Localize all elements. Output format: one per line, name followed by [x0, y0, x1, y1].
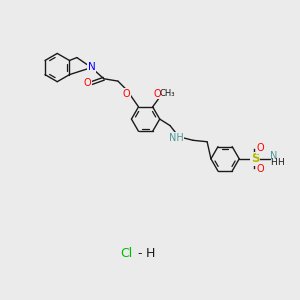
Text: H: H: [277, 158, 284, 167]
Text: N: N: [270, 151, 278, 161]
Text: Cl: Cl: [120, 247, 133, 260]
Text: -: -: [137, 247, 142, 260]
Text: O: O: [154, 88, 161, 99]
Text: S: S: [251, 152, 260, 165]
Text: N: N: [88, 62, 95, 72]
Text: CH₃: CH₃: [160, 88, 175, 98]
Text: H: H: [145, 247, 155, 260]
Text: H: H: [271, 158, 277, 167]
Text: O: O: [123, 89, 130, 99]
Text: O: O: [257, 164, 265, 174]
Text: NH: NH: [169, 133, 184, 143]
Text: O: O: [83, 78, 91, 88]
Text: O: O: [257, 143, 265, 153]
